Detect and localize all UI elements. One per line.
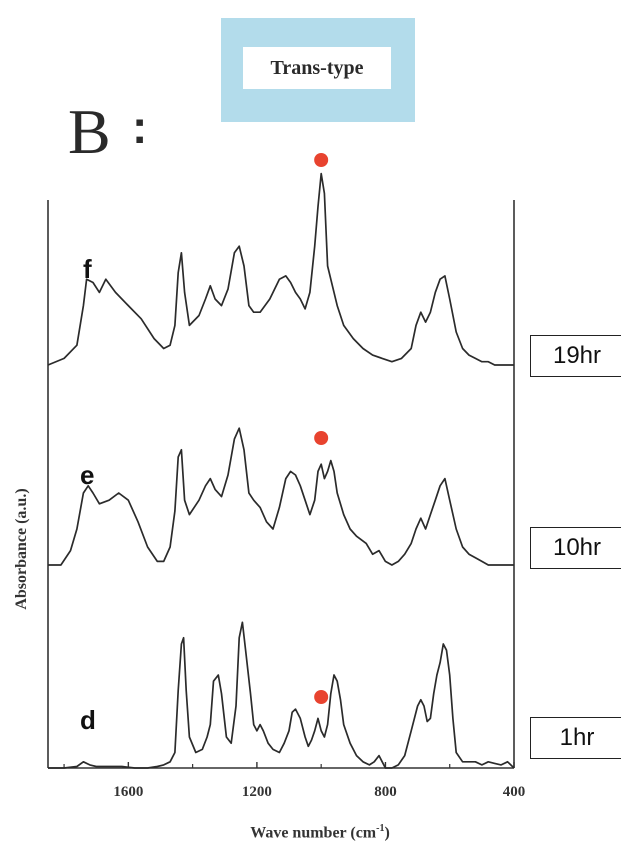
time-box-10hr: 10hr [530,527,621,569]
spectrum-line-d [48,621,515,769]
x-axis-label-superscript: -1 [376,823,385,834]
spectrum-line-f [47,172,514,366]
peak-marker-f [314,153,329,167]
time-box-1hr: 1hr [530,717,621,759]
x-tick-label-1200: 1200 [242,784,272,800]
x-axis-label: Wave number (cm-1) [210,823,430,842]
trace-label-e: e [80,460,95,490]
trace-label-d: d [80,705,96,735]
peak-marker-e [314,431,329,445]
x-axis-label-main: Wave number (cm [250,824,377,842]
panel-label: B [68,96,111,167]
x-axis-label-close: ) [384,824,390,842]
trace-label-f: f [83,254,92,284]
peak-marker-d [314,690,329,704]
time-box-19hr: 19hr [530,335,621,377]
chart-title-box: Trans-type [243,47,391,89]
x-tick-label-800: 800 [374,784,397,800]
spectrum-line-e [48,427,514,566]
x-tick-label-400: 400 [503,784,526,800]
x-tick-label-1600: 1600 [113,784,143,800]
panel-label-colon: : [132,101,148,153]
